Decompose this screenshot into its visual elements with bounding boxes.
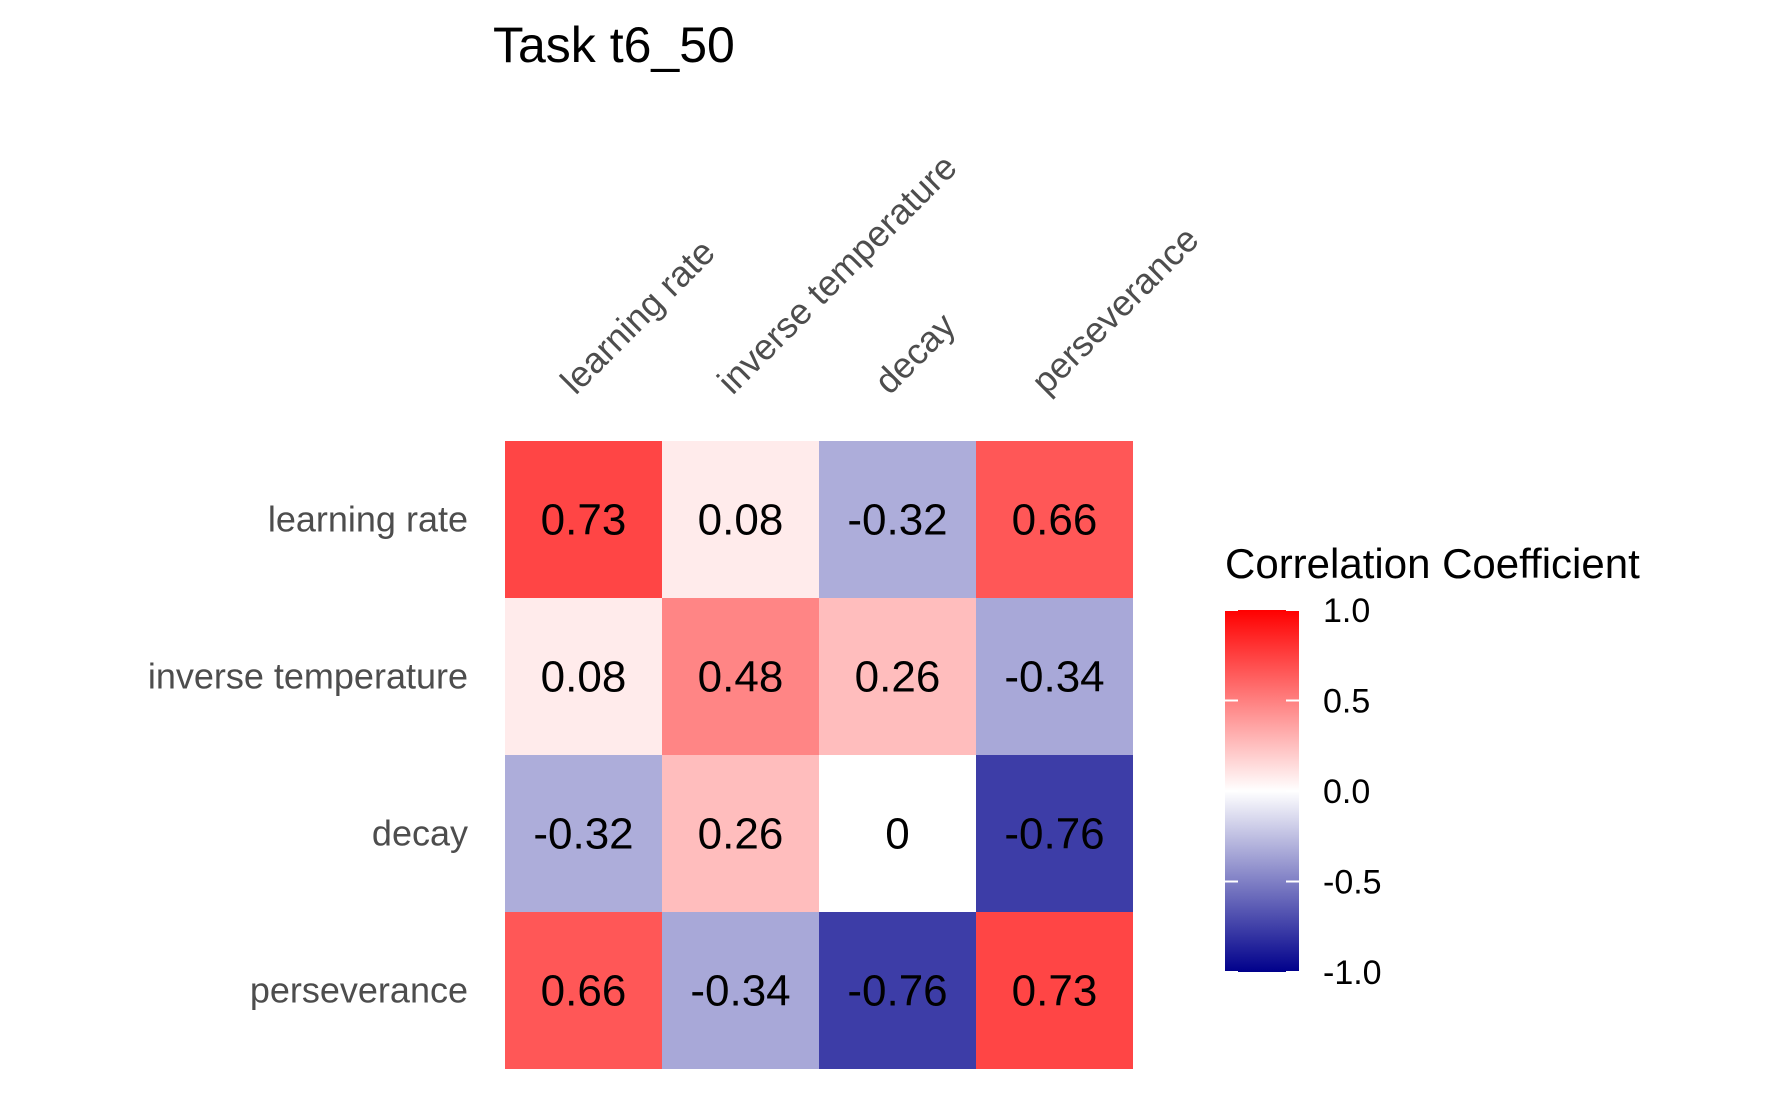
heatmap-cell-perseverance--perseverance bbox=[976, 912, 1133, 1069]
y-axis-label-inverse-temperature: inverse temperature bbox=[148, 656, 468, 697]
heatmap-cell-inverse-temperature--learning-rate bbox=[505, 598, 662, 755]
cell-value-label: 0 bbox=[885, 810, 909, 859]
x-axis-label-decay: decay bbox=[866, 305, 963, 402]
cell-value-label: -0.32 bbox=[847, 496, 947, 545]
cell-value-label: 0.48 bbox=[698, 653, 784, 702]
heatmap-cell-inverse-temperature--decay bbox=[819, 598, 976, 755]
heatmap-cell-learning-rate--inverse-temperature bbox=[662, 441, 819, 598]
x-axis-label-learning-rate: learning rate bbox=[552, 231, 723, 402]
legend-tick-label: 0.5 bbox=[1323, 683, 1370, 721]
chart-title: Task t6_50 bbox=[493, 17, 735, 73]
heatmap-cells bbox=[505, 441, 1133, 1069]
heatmap-cell-decay--decay bbox=[819, 755, 976, 912]
heatmap-cell-decay--inverse-temperature bbox=[662, 755, 819, 912]
cell-value-label: 0.08 bbox=[698, 496, 784, 545]
heatmap-cell-learning-rate--decay bbox=[819, 441, 976, 598]
heatmap-cell-perseverance--learning-rate bbox=[505, 912, 662, 1069]
legend-tick-label: 0.0 bbox=[1323, 773, 1370, 811]
y-axis-label-learning-rate: learning rate bbox=[268, 499, 468, 540]
heatmap-cell-perseverance--inverse-temperature bbox=[662, 912, 819, 1069]
cell-value-label: 0.66 bbox=[1012, 496, 1098, 545]
cell-value-label: 0.08 bbox=[541, 653, 627, 702]
cell-value-label: 0.73 bbox=[1012, 967, 1098, 1016]
heatmap-cell-decay--perseverance bbox=[976, 755, 1133, 912]
legend-ticks: 1.0 0.5 0.0 -0.5 -1.0 bbox=[1225, 592, 1382, 992]
heatmap-cell-inverse-temperature--perseverance bbox=[976, 598, 1133, 755]
legend-tick-label: -1.0 bbox=[1323, 954, 1382, 992]
heatmap-cell-learning-rate--learning-rate bbox=[505, 441, 662, 598]
color-legend: Correlation Coefficient 1.0 0.5 0.0 -0.5 -1.… bbox=[1225, 540, 1640, 992]
cell-value-label: -0.76 bbox=[1004, 810, 1104, 859]
cell-value-label: 0.26 bbox=[855, 653, 941, 702]
heatmap-cell-decay--learning-rate bbox=[505, 755, 662, 912]
cell-value-label: 0.73 bbox=[541, 496, 627, 545]
legend-title: Correlation Coefficient bbox=[1225, 540, 1640, 587]
y-axis-label-perseverance: perseverance bbox=[250, 970, 468, 1011]
y-axis-labels: learning rate inverse temperature decay per… bbox=[148, 499, 468, 1011]
cell-value-label: 0.66 bbox=[541, 967, 627, 1016]
heatmap-cell-perseverance--decay bbox=[819, 912, 976, 1069]
cell-value-label: -0.34 bbox=[1004, 653, 1104, 702]
legend-tick-label: -0.5 bbox=[1323, 864, 1382, 902]
cell-value-label: -0.34 bbox=[690, 967, 790, 1016]
heatmap-cell-inverse-temperature--inverse-temperature bbox=[662, 598, 819, 755]
x-axis-label-perseverance: perseverance bbox=[1023, 218, 1206, 401]
cell-value-label: -0.76 bbox=[847, 967, 947, 1016]
heatmap-cell-labels: 0.73 0.08 -0.32 0.66 0.08 0.48 0.26 -0.34 -0.32 0… bbox=[533, 496, 1104, 1016]
legend-tick-label: 1.0 bbox=[1323, 592, 1370, 630]
heatmap-cell-learning-rate--perseverance bbox=[976, 441, 1133, 598]
cell-value-label: -0.32 bbox=[533, 810, 633, 859]
y-axis-label-decay: decay bbox=[372, 813, 468, 854]
cell-value-label: 0.26 bbox=[698, 810, 784, 859]
